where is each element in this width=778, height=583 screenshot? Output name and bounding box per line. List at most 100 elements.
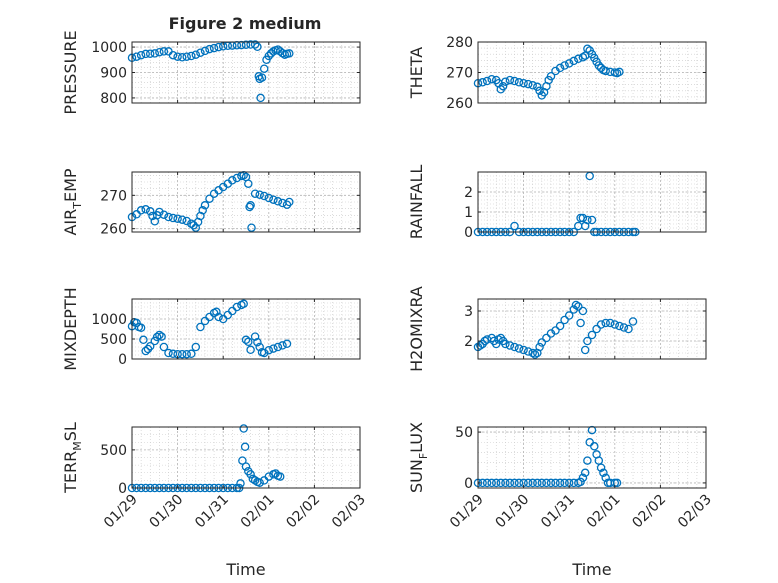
data-point bbox=[555, 321, 565, 331]
y-tick-label: 1000 bbox=[91, 40, 127, 56]
data-point bbox=[246, 345, 255, 355]
data-point bbox=[282, 339, 292, 349]
y-tick-label: 0 bbox=[118, 481, 127, 497]
x-tick-label: 02/01 bbox=[238, 492, 278, 532]
x-tick-label: 01/30 bbox=[147, 492, 187, 532]
axes-box bbox=[477, 426, 707, 489]
data-point bbox=[168, 349, 178, 359]
data-point bbox=[182, 216, 191, 226]
data-point bbox=[596, 463, 606, 472]
data-point bbox=[619, 323, 629, 332]
data-point bbox=[528, 348, 537, 358]
subplot-sun-flux: 0 50 SUNFLUX 01/29 01/30 01/31 02/01 02/02 02/03… bbox=[407, 422, 715, 579]
x-tick-label: 02/02 bbox=[283, 492, 323, 532]
data-point bbox=[578, 213, 588, 223]
x-tick-label: 02/02 bbox=[629, 492, 669, 532]
data-point bbox=[145, 49, 155, 58]
axes-box bbox=[131, 298, 361, 360]
data-point bbox=[259, 64, 269, 73]
data-point bbox=[264, 345, 274, 355]
data-point bbox=[244, 337, 253, 347]
data-point bbox=[594, 61, 604, 70]
data-point bbox=[615, 67, 624, 77]
y-axis-label: SUNFLUX bbox=[407, 422, 430, 493]
data-point bbox=[136, 206, 146, 215]
data-point bbox=[523, 347, 533, 356]
data-point bbox=[476, 341, 485, 350]
data-point bbox=[196, 322, 205, 332]
x-axis-label: Time bbox=[571, 560, 611, 579]
data-point bbox=[505, 341, 515, 350]
y-tick-label: 50 bbox=[455, 425, 473, 441]
data-point bbox=[510, 76, 519, 86]
data-point bbox=[601, 318, 610, 328]
data-point bbox=[491, 339, 501, 349]
data-point bbox=[583, 215, 592, 225]
y-tick-label: 1 bbox=[464, 205, 473, 221]
data-point bbox=[246, 470, 255, 479]
data-point bbox=[155, 330, 164, 340]
data-point bbox=[578, 306, 588, 316]
axes-box bbox=[131, 426, 361, 489]
data-point bbox=[155, 207, 164, 217]
data-point bbox=[583, 44, 592, 53]
data-point bbox=[496, 478, 506, 488]
data-point bbox=[560, 61, 569, 70]
data-point bbox=[255, 478, 264, 487]
data-point bbox=[551, 326, 560, 335]
data-point bbox=[269, 344, 278, 353]
y-axis-label: MIXDEPTH bbox=[61, 287, 80, 370]
data-point bbox=[246, 201, 255, 210]
data-point bbox=[624, 324, 633, 334]
data-point bbox=[196, 48, 205, 57]
y-axis-label: H2OMIXRA bbox=[407, 286, 426, 372]
y-axis-label: AIRTEMP bbox=[61, 168, 84, 235]
y-tick-label: 1000 bbox=[91, 312, 127, 328]
data-point bbox=[505, 75, 515, 85]
axes-box bbox=[477, 171, 707, 233]
data-point bbox=[542, 478, 551, 488]
y-tick-label: 2 bbox=[464, 334, 473, 350]
data-point bbox=[236, 479, 245, 488]
data-point bbox=[196, 211, 205, 221]
data-point bbox=[132, 52, 141, 61]
data-point bbox=[578, 473, 588, 483]
data-point bbox=[228, 176, 237, 185]
data-point bbox=[580, 468, 590, 478]
axes-box bbox=[477, 298, 707, 360]
data-point bbox=[212, 307, 221, 317]
data-point bbox=[533, 478, 542, 488]
data-point bbox=[177, 53, 187, 62]
x-tick-label: 02/03 bbox=[675, 492, 715, 532]
data-point bbox=[257, 73, 267, 82]
data-point bbox=[599, 468, 608, 478]
data-point bbox=[523, 478, 533, 488]
data-point bbox=[264, 51, 274, 61]
data-point bbox=[273, 342, 283, 352]
data-point bbox=[514, 344, 524, 353]
data-point bbox=[587, 330, 597, 340]
data-point bbox=[519, 345, 528, 355]
data-point bbox=[273, 197, 283, 206]
data-point bbox=[244, 179, 253, 188]
axes-background bbox=[478, 172, 706, 232]
data-point bbox=[587, 215, 597, 225]
data-point bbox=[155, 47, 164, 57]
data-point bbox=[537, 478, 547, 488]
data-point bbox=[200, 46, 210, 56]
data-point bbox=[148, 211, 157, 221]
data-point bbox=[510, 478, 519, 488]
data-point bbox=[198, 206, 207, 215]
data-point bbox=[578, 53, 588, 62]
data-point bbox=[583, 336, 592, 346]
data-point bbox=[264, 472, 274, 481]
y-axis-label: TERRMSL bbox=[61, 422, 84, 494]
data-point bbox=[159, 342, 169, 352]
data-point bbox=[537, 338, 547, 347]
subplot-h2omixra: 2 3 H2OMIXRA bbox=[407, 286, 707, 372]
data-point bbox=[535, 342, 544, 352]
data-point bbox=[576, 318, 585, 328]
y-tick-label: 270 bbox=[100, 188, 127, 204]
y-axis-label: RAINFALL bbox=[407, 165, 426, 240]
